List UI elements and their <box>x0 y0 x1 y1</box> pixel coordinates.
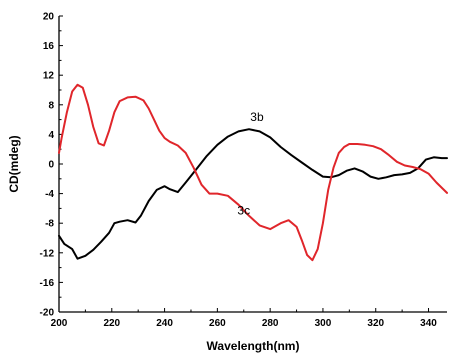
y-tick-label: -16 <box>40 278 55 289</box>
series-line-3c <box>58 83 448 262</box>
x-axis-title: Wavelength(nm) <box>207 339 300 353</box>
x-tick-label: 240 <box>156 318 173 329</box>
y-tick-label: 20 <box>43 12 55 23</box>
x-tick-label: 260 <box>209 318 226 329</box>
x-tick-label: 200 <box>51 318 68 329</box>
series-lines <box>58 83 448 262</box>
y-tick-label: 4 <box>48 130 54 141</box>
series-labels: 3b 3c <box>237 110 264 217</box>
y-tick-label: -8 <box>45 219 54 230</box>
series-label-3b: 3b <box>250 110 264 124</box>
y-tick-label: 16 <box>43 41 55 52</box>
series-label-3c: 3c <box>237 203 250 217</box>
y-axis: 20 16 12 8 4 0 -4 -8 -12 -16 -20 <box>40 12 63 319</box>
x-tick-label: 280 <box>262 318 279 329</box>
x-tick-label: 340 <box>420 318 437 329</box>
y-tick-label: 12 <box>43 71 55 82</box>
series-line-3b <box>58 128 448 260</box>
y-tick-label: 8 <box>48 100 54 111</box>
y-tick-label: 0 <box>48 160 54 171</box>
x-tick-label: 320 <box>367 318 384 329</box>
x-tick-label: 220 <box>103 318 120 329</box>
y-tick-label: -20 <box>40 308 55 319</box>
y-axis-title: CD(mdeg) <box>7 135 21 192</box>
x-axis: 200 220 240 260 280 300 320 340 <box>51 308 447 329</box>
y-tick-label: -4 <box>45 189 54 200</box>
x-tick-label: 300 <box>315 318 332 329</box>
y-tick-label: -12 <box>40 248 55 259</box>
